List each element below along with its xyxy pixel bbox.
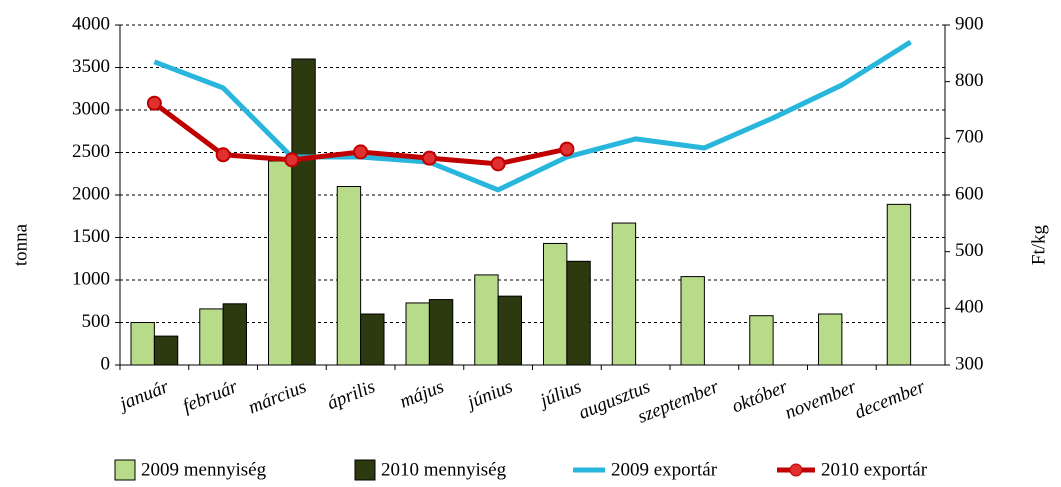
x-tick-label: április	[324, 376, 378, 414]
bar	[360, 313, 385, 366]
y-tick-label: 0	[101, 353, 111, 374]
y-tick-label: 3000	[72, 98, 110, 119]
bar	[222, 303, 247, 366]
y2-tick-label: 700	[955, 127, 984, 148]
bar	[405, 302, 430, 366]
legend-swatch	[354, 459, 376, 481]
x-tick-label: november	[782, 376, 860, 424]
y-axis-label: tonna	[10, 223, 31, 266]
line-marker	[559, 141, 575, 157]
bar	[611, 222, 637, 366]
legend: 2009 mennyiség 2010 mennyiség 2009 expor…	[114, 459, 928, 481]
line	[153, 39, 912, 193]
y2-tick-label: 900	[955, 13, 984, 34]
line-marker	[284, 152, 300, 168]
x-tick-label: május	[397, 376, 447, 412]
y-tick-label: 1000	[72, 268, 110, 289]
x-tick-label: október	[729, 376, 791, 417]
x-tick-label: január	[114, 376, 172, 416]
bar	[749, 315, 774, 366]
legend-label: 2010 exportár	[821, 459, 928, 480]
bar	[818, 313, 843, 366]
y2-tick-label: 800	[955, 70, 984, 91]
legend-label: 2009 exportár	[611, 459, 718, 480]
y2-tick-label: 300	[955, 353, 984, 374]
legend-swatch	[789, 463, 803, 477]
line-marker	[215, 147, 231, 163]
x-tick-label: június	[462, 376, 516, 414]
x-tick-label: március	[245, 376, 309, 418]
bar	[130, 322, 155, 366]
legend-label: 2009 mennyiség	[141, 459, 267, 480]
bar	[153, 335, 179, 366]
y-tick-label: 1500	[72, 226, 110, 247]
y2-axis-label: Ft/kg	[1028, 224, 1049, 265]
line-marker	[353, 144, 369, 160]
bar	[474, 274, 499, 366]
bar	[497, 295, 522, 366]
bar	[428, 299, 454, 366]
bar	[886, 203, 912, 366]
y2-tick-label: 600	[955, 183, 984, 204]
legend-swatch	[114, 459, 136, 481]
bar	[566, 260, 591, 366]
bar	[291, 58, 316, 366]
x-tick-label: december	[852, 376, 929, 423]
bar	[199, 308, 224, 366]
y-tick-label: 500	[82, 311, 111, 332]
bar	[336, 186, 362, 366]
y-tick-label: 2000	[72, 183, 110, 204]
y2-tick-label: 400	[955, 297, 984, 318]
y-tick-label: 2500	[72, 141, 110, 162]
line-marker	[146, 95, 162, 111]
bar	[268, 160, 293, 366]
line-marker	[421, 150, 437, 166]
y2-tick-label: 500	[955, 240, 984, 261]
bar	[680, 276, 705, 366]
y-tick-label: 3500	[72, 56, 110, 77]
bar	[543, 242, 568, 366]
x-tick-label: február	[180, 376, 241, 417]
line-marker	[490, 156, 506, 172]
y-tick-label: 4000	[72, 13, 110, 34]
legend-label: 2010 mennyiség	[381, 459, 507, 480]
